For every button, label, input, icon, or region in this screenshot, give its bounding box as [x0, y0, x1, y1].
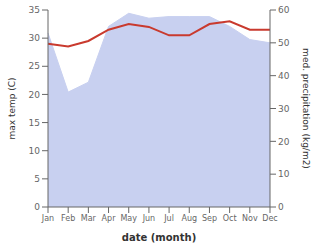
svg-text:5: 5 [34, 174, 40, 184]
svg-text:20: 20 [29, 90, 41, 100]
svg-text:Jan: Jan [41, 214, 54, 223]
svg-text:Mar: Mar [81, 214, 97, 223]
svg-text:40: 40 [278, 71, 290, 81]
svg-text:max temp (C): max temp (C) [8, 77, 17, 139]
svg-text:Dec: Dec [262, 214, 277, 223]
svg-text:35: 35 [29, 5, 40, 15]
svg-text:Feb: Feb [61, 214, 75, 223]
svg-text:Sep: Sep [202, 214, 217, 223]
svg-text:60: 60 [278, 5, 290, 15]
svg-text:Nov: Nov [242, 214, 258, 223]
svg-text:med. precipitation (kg/m2): med. precipitation (kg/m2) [301, 48, 310, 169]
svg-text:0: 0 [34, 202, 40, 212]
svg-text:10: 10 [278, 169, 290, 179]
svg-text:Oct: Oct [223, 214, 237, 223]
svg-text:20: 20 [278, 137, 290, 147]
svg-text:0: 0 [278, 202, 284, 212]
svg-text:Jun: Jun [142, 214, 156, 223]
svg-text:Aug: Aug [181, 214, 197, 223]
svg-text:date (month): date (month) [122, 232, 196, 243]
svg-text:Apr: Apr [102, 214, 117, 223]
svg-text:10: 10 [29, 146, 41, 156]
svg-text:25: 25 [29, 61, 40, 71]
svg-text:30: 30 [29, 33, 41, 43]
svg-text:May: May [120, 214, 137, 223]
svg-text:Jul: Jul [163, 214, 174, 223]
svg-text:15: 15 [29, 118, 40, 128]
svg-text:50: 50 [278, 38, 290, 48]
svg-text:30: 30 [278, 104, 290, 114]
